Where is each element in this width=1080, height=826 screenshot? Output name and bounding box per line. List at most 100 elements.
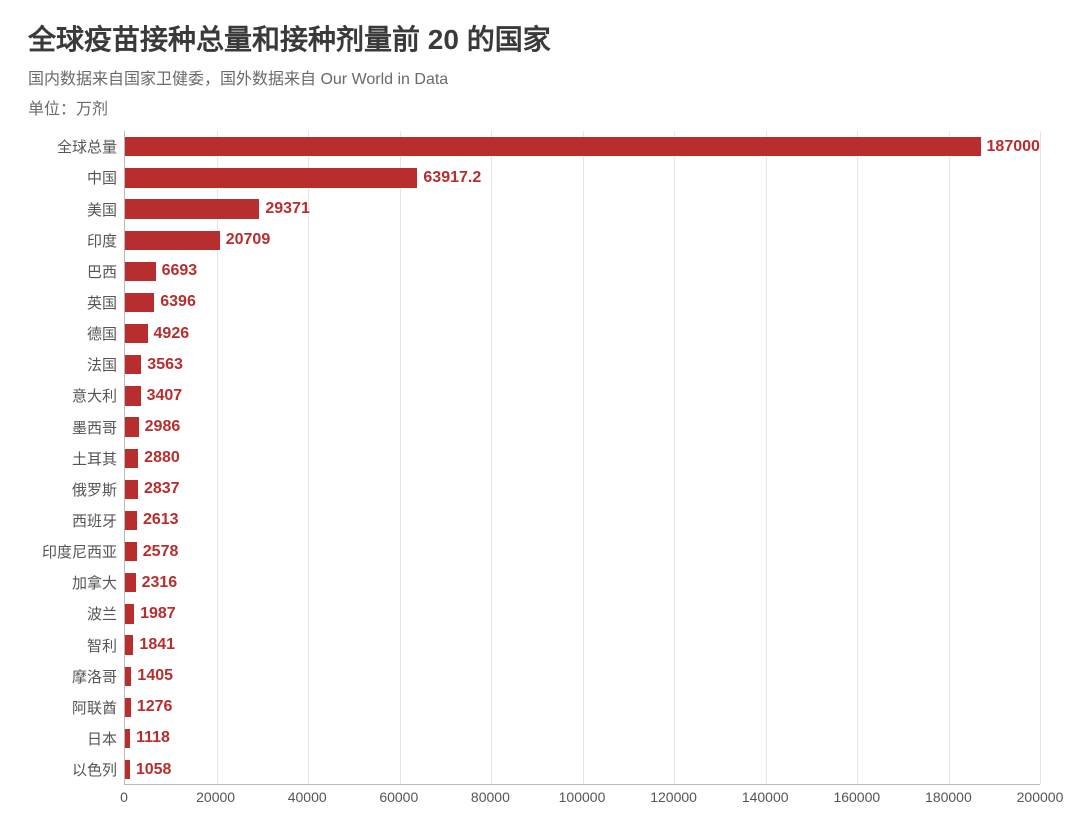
- value-label: 1987: [140, 605, 176, 623]
- category-label: 西班牙: [72, 510, 125, 531]
- bar-row: 摩洛哥1405: [125, 667, 1040, 686]
- value-label: 2316: [142, 574, 178, 592]
- bar: [125, 729, 130, 748]
- bar: [125, 417, 139, 436]
- bar: [125, 449, 138, 468]
- chart-unit: 单位：万剂: [28, 95, 1052, 119]
- bar-row: 阿联酋1276: [125, 698, 1040, 717]
- x-tick-label: 60000: [379, 789, 418, 805]
- value-label: 1405: [137, 667, 173, 685]
- bar: [125, 168, 417, 187]
- bar-row: 土耳其2880: [125, 449, 1040, 468]
- x-axis-ticks: 0200004000060000800001000001200001400001…: [124, 785, 1040, 809]
- category-label: 法国: [87, 354, 125, 375]
- value-label: 2986: [145, 418, 181, 436]
- category-label: 印度尼西亚: [42, 541, 125, 562]
- category-label: 摩洛哥: [72, 666, 125, 687]
- x-tick-label: 120000: [650, 789, 697, 805]
- value-label: 1841: [139, 636, 175, 654]
- category-label: 阿联酋: [72, 697, 125, 718]
- value-label: 3563: [147, 356, 183, 374]
- bar: [125, 667, 131, 686]
- category-label: 日本: [87, 728, 125, 749]
- x-tick-label: 140000: [742, 789, 789, 805]
- chart-title: 全球疫苗接种总量和接种剂量前 20 的国家: [28, 18, 1052, 58]
- bar: [125, 573, 136, 592]
- bar: [125, 760, 130, 779]
- plot-area: 全球总量187000中国63917.2美国29371印度20709巴西6693英…: [124, 131, 1040, 785]
- bar: [125, 355, 141, 374]
- bar-row: 英国6396: [125, 293, 1040, 312]
- bar-row: 波兰1987: [125, 604, 1040, 623]
- x-tick-label: 0: [120, 789, 128, 805]
- value-label: 3407: [147, 387, 183, 405]
- value-label: 1118: [136, 729, 170, 747]
- bar-row: 智利1841: [125, 635, 1040, 654]
- category-label: 巴西: [87, 261, 125, 282]
- category-label: 印度: [87, 230, 125, 251]
- category-label: 加拿大: [72, 572, 125, 593]
- bar-row: 美国29371: [125, 199, 1040, 218]
- category-label: 英国: [87, 292, 125, 313]
- x-tick-label: 100000: [559, 789, 606, 805]
- bar: [125, 231, 220, 250]
- category-label: 波兰: [87, 603, 125, 624]
- grid-line: [1040, 131, 1041, 784]
- bar-row: 以色列1058: [125, 760, 1040, 779]
- value-label: 6396: [160, 293, 196, 311]
- bar-row: 加拿大2316: [125, 573, 1040, 592]
- bar: [125, 137, 981, 156]
- bar: [125, 262, 156, 281]
- bar: [125, 293, 154, 312]
- bar-row: 俄罗斯2837: [125, 480, 1040, 499]
- category-label: 土耳其: [72, 448, 125, 469]
- bar-row: 日本1118: [125, 729, 1040, 748]
- bar-row: 西班牙2613: [125, 511, 1040, 530]
- bar-row: 印度20709: [125, 231, 1040, 250]
- category-label: 全球总量: [57, 136, 125, 157]
- bar: [125, 511, 137, 530]
- category-label: 俄罗斯: [72, 479, 125, 500]
- bar-row: 墨西哥2986: [125, 417, 1040, 436]
- bar-row: 法国3563: [125, 355, 1040, 374]
- bar-row: 意大利3407: [125, 386, 1040, 405]
- bar: [125, 480, 138, 499]
- value-label: 63917.2: [423, 169, 481, 187]
- value-label: 2613: [143, 511, 179, 529]
- value-label: 4926: [154, 325, 190, 343]
- bar-row: 中国63917.2: [125, 168, 1040, 187]
- value-label: 6693: [162, 262, 198, 280]
- category-label: 美国: [87, 199, 125, 220]
- bar-row: 德国4926: [125, 324, 1040, 343]
- bar: [125, 698, 131, 717]
- bar-row: 全球总量187000: [125, 137, 1040, 156]
- value-label: 2578: [143, 543, 179, 561]
- value-label: 1276: [137, 698, 173, 716]
- bar: [125, 635, 133, 654]
- category-label: 德国: [87, 323, 125, 344]
- bar: [125, 542, 137, 561]
- chart-subtitle: 国内数据来自国家卫健委，国外数据来自 Our World in Data: [28, 68, 1052, 91]
- value-label: 29371: [265, 200, 310, 218]
- bar: [125, 324, 148, 343]
- x-tick-label: 20000: [196, 789, 235, 805]
- category-label: 以色列: [72, 759, 125, 780]
- x-tick-label: 80000: [471, 789, 510, 805]
- bar: [125, 604, 134, 623]
- value-label: 20709: [226, 231, 271, 249]
- category-label: 中国: [87, 167, 125, 188]
- value-label: 2880: [144, 449, 180, 467]
- x-tick-label: 40000: [288, 789, 327, 805]
- category-label: 智利: [87, 635, 125, 656]
- value-label: 1058: [136, 761, 172, 779]
- bar: [125, 199, 259, 218]
- category-label: 意大利: [72, 385, 125, 406]
- chart: 全球总量187000中国63917.2美国29371印度20709巴西6693英…: [28, 131, 1052, 809]
- x-tick-label: 160000: [833, 789, 880, 805]
- x-tick-label: 180000: [925, 789, 972, 805]
- value-label: 2837: [144, 480, 180, 498]
- bar-row: 印度尼西亚2578: [125, 542, 1040, 561]
- category-label: 墨西哥: [72, 417, 125, 438]
- bar: [125, 386, 141, 405]
- x-tick-label: 200000: [1017, 789, 1064, 805]
